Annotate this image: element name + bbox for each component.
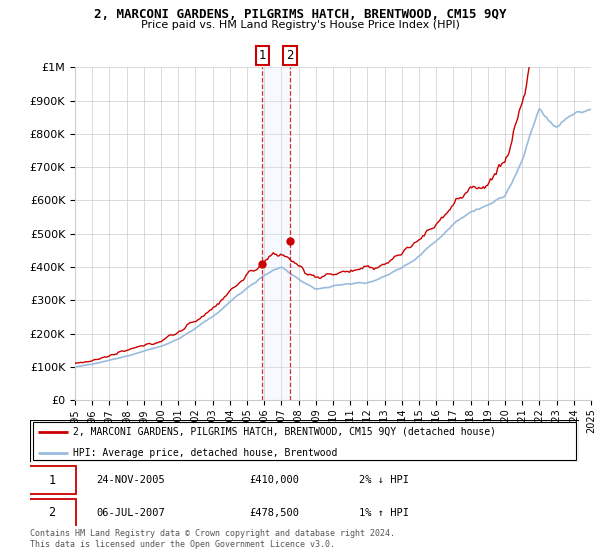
Text: 1: 1 <box>259 49 266 62</box>
Text: Contains HM Land Registry data © Crown copyright and database right 2024.
This d: Contains HM Land Registry data © Crown c… <box>30 529 395 549</box>
Text: 2: 2 <box>286 49 294 62</box>
Text: 2, MARCONI GARDENS, PILGRIMS HATCH, BRENTWOOD, CM15 9QY (detached house): 2, MARCONI GARDENS, PILGRIMS HATCH, BREN… <box>73 427 496 437</box>
Text: Price paid vs. HM Land Registry's House Price Index (HPI): Price paid vs. HM Land Registry's House … <box>140 20 460 30</box>
Bar <box>262 67 290 400</box>
Text: 1% ↑ HPI: 1% ↑ HPI <box>359 508 409 518</box>
FancyBboxPatch shape <box>29 466 76 494</box>
Text: £410,000: £410,000 <box>250 475 299 485</box>
FancyBboxPatch shape <box>33 422 576 460</box>
Text: HPI: Average price, detached house, Brentwood: HPI: Average price, detached house, Bren… <box>73 448 337 458</box>
Text: 2% ↓ HPI: 2% ↓ HPI <box>359 475 409 485</box>
Text: £478,500: £478,500 <box>250 508 299 518</box>
Text: 24-NOV-2005: 24-NOV-2005 <box>96 475 164 485</box>
Text: 1: 1 <box>49 474 56 487</box>
Text: 2, MARCONI GARDENS, PILGRIMS HATCH, BRENTWOOD, CM15 9QY: 2, MARCONI GARDENS, PILGRIMS HATCH, BREN… <box>94 8 506 21</box>
FancyBboxPatch shape <box>29 499 76 527</box>
Text: 06-JUL-2007: 06-JUL-2007 <box>96 508 164 518</box>
Text: 2: 2 <box>49 506 56 519</box>
